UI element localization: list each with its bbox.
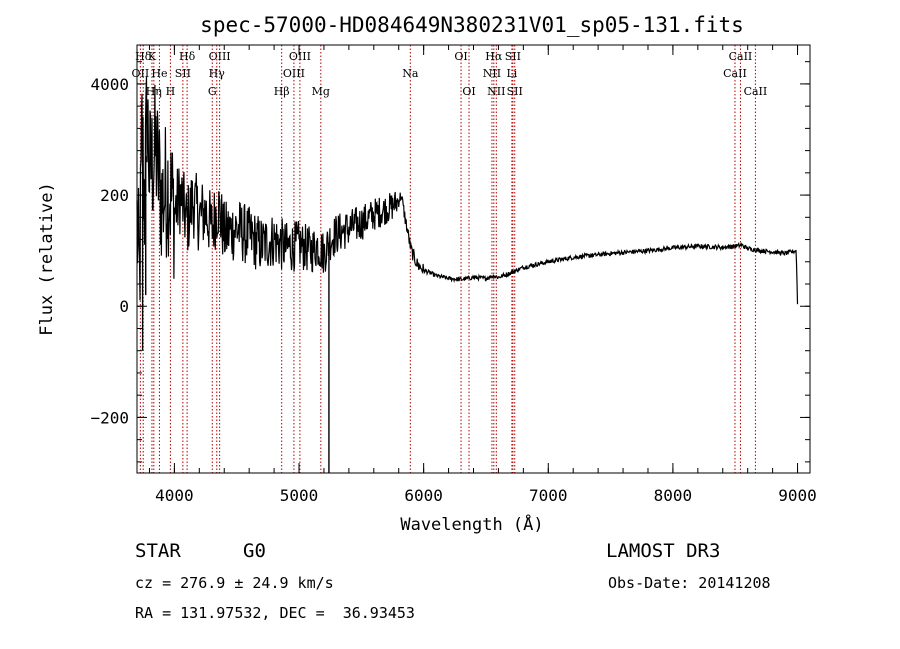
line-label-26: CaII [744,85,768,98]
y-tick-label-2: 200 [100,186,129,205]
line-label-22: Mg [312,85,330,98]
object-subclass: G0 [243,540,266,562]
plot-frame [136,44,811,474]
line-label-25: SII [507,85,523,98]
y-tick-label-0: −200 [90,408,129,427]
line-label-21: Hβ [274,85,290,98]
line-label-3: OIII [209,50,231,63]
line-label-14: Na [402,67,419,80]
x-tick-label-1: 5000 [280,486,319,505]
line-label-24: NII [487,85,505,98]
survey-name: LAMOST DR3 [606,540,721,562]
line-label-6: Hα [485,50,503,63]
x-tick-label-0: 4000 [155,486,194,505]
line-label-17: CaII [723,67,747,80]
line-label-11: SII [175,67,191,80]
line-label-16: Li [506,67,517,80]
line-label-13: OIII [283,67,305,80]
spectrum-line [136,76,799,305]
y-axis-label: Flux (relative) [37,182,57,336]
line-label-9: OII [132,67,150,80]
line-label-15: NII [483,67,501,80]
line-label-7: SII [505,50,521,63]
x-tick-label-3: 7000 [529,486,568,505]
line-label-20: G [208,85,217,98]
ra-dec: RA = 131.97532, DEC = 36.93453 [135,604,415,622]
line-label-8: CaII [729,50,753,63]
line-label-5: OI [454,50,467,63]
line-label-23: OI [462,85,475,98]
obs-date: Obs-Date: 20141208 [608,574,771,592]
y-tick-label-1: 0 [119,297,129,316]
x-axis-ticks: 4000 5000 6000 7000 8000 9000 [148,45,817,505]
line-label-18: Hη [146,85,162,98]
x-axis-label: Wavelength (Å) [400,513,543,535]
redshift-cz: cz = 276.9 ± 24.9 km/s [135,574,334,592]
chart-title: spec-57000-HD084649N380231V01_sp05-131.f… [200,13,744,37]
line-label-1: K [148,50,157,63]
line-label-10: He [151,67,167,80]
x-tick-label-5: 9000 [778,486,817,505]
x-tick-label-2: 6000 [404,486,443,505]
y-axis-ticks: −200 0 200 4000 [90,61,810,463]
x-tick-label-4: 8000 [654,486,693,505]
line-label-0: Hδ [135,50,152,63]
line-label-2: Hδ [179,50,196,63]
line-label-4: OIII [289,50,311,63]
object-class: STAR [135,540,181,562]
line-label-19: H [166,85,176,98]
line-label-12: Hγ [209,67,226,80]
y-tick-label-3: 4000 [90,75,129,94]
